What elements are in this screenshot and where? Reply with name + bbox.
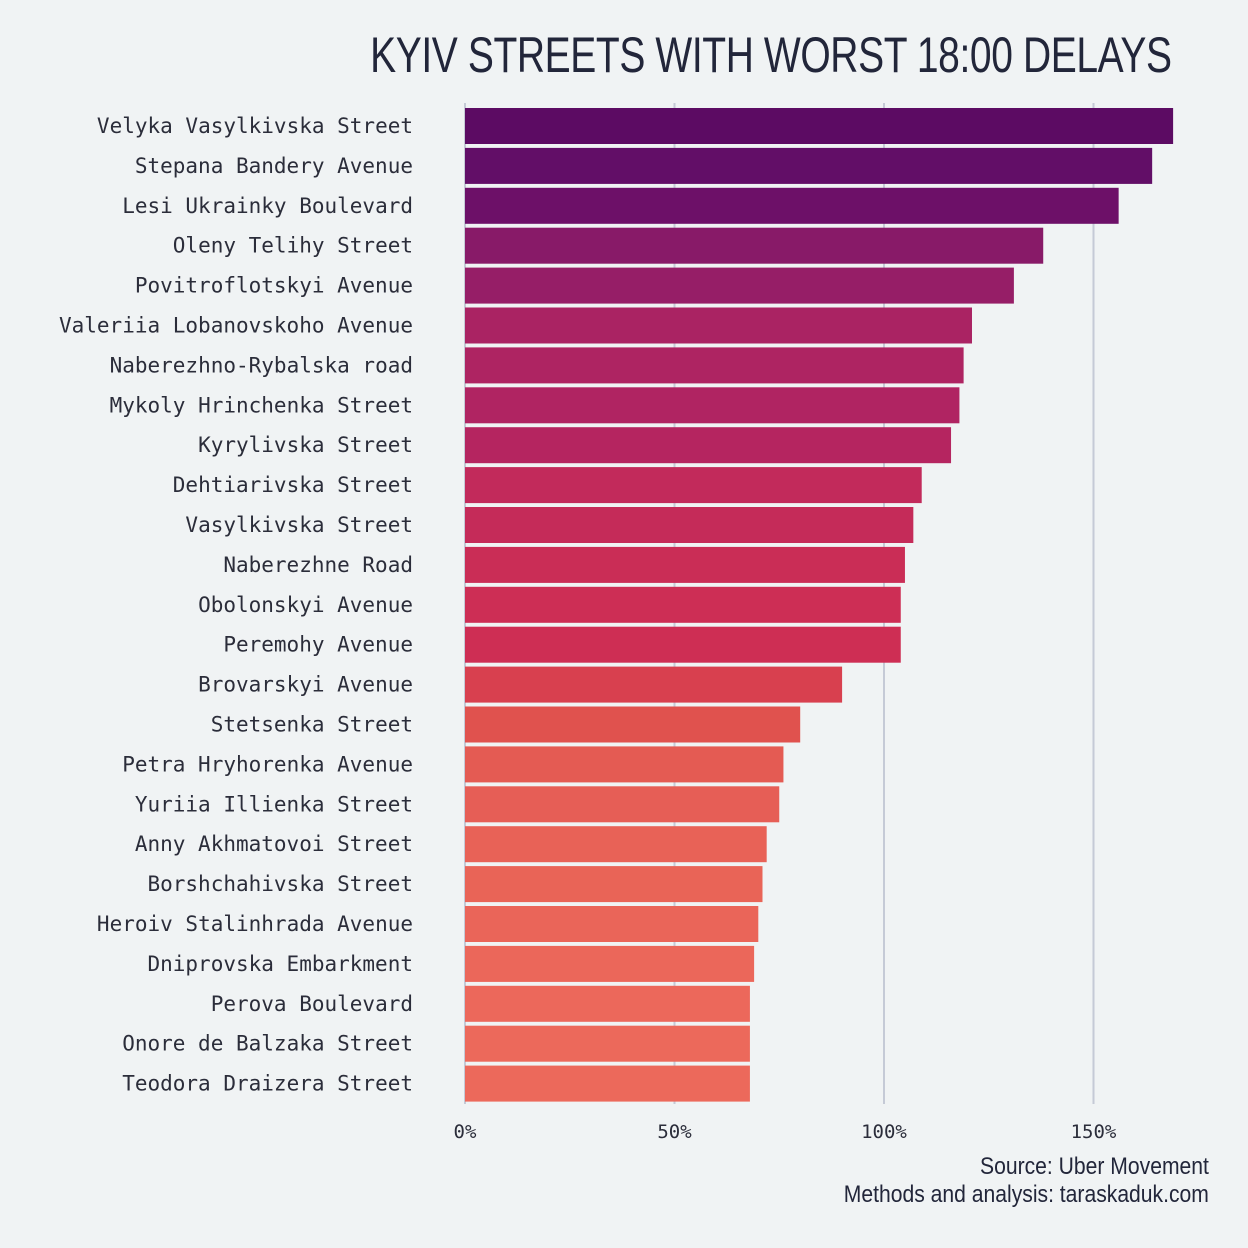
- category-label: Kyrylivska Street: [198, 433, 413, 457]
- bar: [465, 666, 843, 703]
- category-label: Naberezhne Road: [223, 553, 413, 577]
- x-tick-label: 150%: [1071, 1121, 1117, 1143]
- x-axis-ticks: 0% 50% 100% 150%: [454, 1121, 1117, 1143]
- bar: [465, 387, 960, 424]
- bar: [465, 706, 801, 743]
- category-label: Peremohy Avenue: [223, 633, 413, 657]
- bar: [465, 626, 901, 663]
- category-label: Naberezhno-Rybalska road: [110, 353, 413, 377]
- bar: [465, 786, 780, 823]
- category-label: Dniprovska Embarkment: [147, 952, 413, 976]
- category-label: Povitroflotskyi Avenue: [135, 274, 413, 298]
- x-tick-label: 50%: [657, 1121, 692, 1143]
- category-label: Teodora Draizera Street: [122, 1072, 413, 1096]
- chart-title: KYIV STREETS WITH WORST 18:00 DELAYS: [370, 27, 1172, 83]
- category-label: Oleny Telihy Street: [173, 234, 413, 258]
- bar: [465, 507, 914, 543]
- bar: [465, 227, 1044, 264]
- x-tick-label: 100%: [861, 1121, 907, 1143]
- bar: [465, 467, 922, 504]
- bar: [465, 826, 767, 863]
- category-label: Petra Hryhorenka Avenue: [122, 752, 413, 776]
- category-label: Heroiv Stalinhrada Avenue: [97, 912, 413, 936]
- category-label: Yuriia Illienka Street: [135, 792, 413, 816]
- category-label: Obolonskyi Avenue: [198, 593, 413, 617]
- category-label: Stetsenka Street: [211, 713, 413, 737]
- bar: [465, 746, 784, 783]
- category-label: Lesi Ukrainky Boulevard: [122, 194, 413, 218]
- category-label: Vasylkivska Street: [185, 513, 413, 537]
- bar: [465, 427, 952, 464]
- category-label: Onore de Balzaka Street: [122, 1032, 413, 1056]
- x-tick-label: 0%: [454, 1121, 477, 1143]
- source-note: Source: Uber Movement: [980, 1153, 1209, 1180]
- bar: [465, 866, 763, 903]
- category-label: Borshchahivska Street: [147, 872, 413, 896]
- category-label: Perova Boulevard: [211, 992, 413, 1016]
- category-label: Mykoly Hrinchenka Street: [110, 393, 413, 417]
- category-label: Velyka Vasylkivska Street: [97, 114, 413, 138]
- bar: [465, 586, 901, 623]
- bar: [465, 1065, 750, 1102]
- bar: [465, 307, 972, 344]
- category-label: Dehtiarivska Street: [173, 473, 413, 497]
- bar: [465, 267, 1014, 304]
- methods-note: Methods and analysis: taraskaduk.com: [843, 1181, 1209, 1208]
- bar: [465, 108, 1174, 144]
- category-label: Anny Akhmatovoi Street: [135, 832, 413, 856]
- bar: [465, 187, 1119, 224]
- bar: [465, 1025, 750, 1062]
- bar: [465, 347, 964, 384]
- bar: [465, 546, 905, 583]
- category-label: Stepana Bandery Avenue: [135, 154, 413, 178]
- bar: [465, 147, 1153, 184]
- category-label: Valeriia Lobanovskoho Avenue: [59, 314, 413, 338]
- bars: [465, 108, 1174, 1102]
- category-label: Brovarskyi Avenue: [198, 673, 413, 697]
- category-labels: Velyka Vasylkivska Street Stepana Bandery…: [59, 114, 413, 1096]
- caption: Source: Uber Movement Methods and analys…: [844, 1153, 1209, 1209]
- bar: [465, 985, 750, 1022]
- bar: [465, 906, 759, 942]
- bar: [465, 945, 755, 982]
